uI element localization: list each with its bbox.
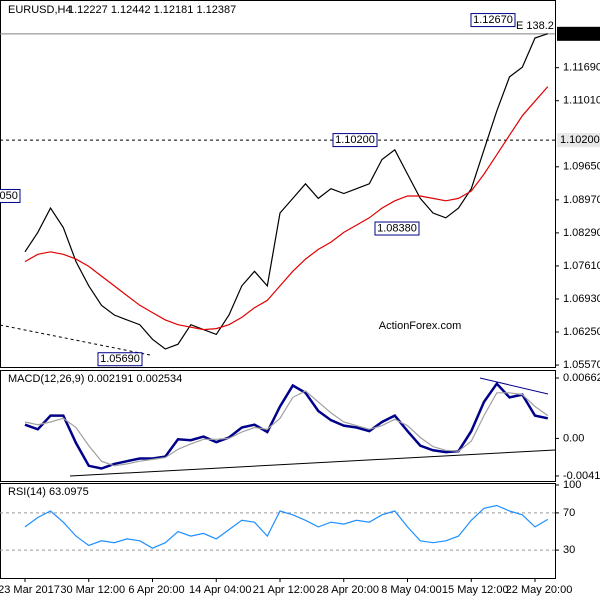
x-tick-label: 14 Apr 04:00 [189,584,251,596]
y-tick-label: 1.09650 [563,161,600,173]
annotation-label: 1.05690 [100,353,140,365]
y-tick-label: 1.05570 [563,359,600,371]
annotation-box [470,13,516,28]
annotation-label: 1.09050 [0,190,18,202]
y-tick-label: 1.08290 [563,227,600,239]
rsi-frame [0,483,556,579]
annotation-box [374,221,420,236]
y-tick-label: 1.11010 [563,95,600,107]
panel-title: EURUSD,H4 [8,4,72,16]
series-line [24,33,548,350]
trend-line [479,377,549,395]
price-label: 1.12387 [560,28,600,40]
level-label-box [557,133,600,148]
watermark: ActionForex.com [379,320,462,332]
level-label: 1.10200 [560,134,600,146]
y-tick-label: 1.07610 [563,260,600,272]
x-tick-label: 21 Apr 12:00 [253,584,315,596]
panel-title: MACD(12,26,9) 0.002191 0.002534 [8,373,182,385]
series-line [24,86,549,331]
y-tick-label: 1.08970 [563,194,600,206]
trend-line [0,324,151,356]
y-tick-label: 0.006624 [563,372,600,384]
x-tick-label: 23 Mar 2017 [0,584,60,596]
y-tick-label: 1.11690 [563,62,600,74]
annotation-box [97,352,143,367]
series-line [24,504,549,549]
y-tick-label: 30 [563,544,575,556]
trend-line [69,449,556,477]
annotation-box [0,188,21,203]
x-tick-label: 28 Apr 20:00 [317,584,379,596]
y-tick-label: 100 [563,479,581,491]
x-tick-label: 30 Mar 12:00 [60,584,125,596]
fib-label: E 138.2 [516,20,554,32]
annotation-label: 1.10200 [335,134,375,146]
y-tick-label: 1.06250 [563,326,600,338]
series-line [24,390,549,467]
annotation-label: 1.12670 [473,14,513,26]
x-tick-label: 8 May 04:00 [381,584,442,596]
y-tick-label: 1.06930 [563,293,600,305]
x-tick-label: 6 Apr 20:00 [128,584,184,596]
y-tick-label: -0.004116 [563,470,600,482]
price-label-box [557,26,600,41]
price-frame [0,0,556,368]
annotation-label: 1.08380 [377,222,417,234]
annotation-box [332,133,378,148]
x-tick-label: 15 May 12:00 [442,584,509,596]
y-tick-label: 70 [563,507,575,519]
y-tick-label: 0.00 [563,432,584,444]
panel-subtitle: 1.12227 1.12442 1.12181 1.12387 [68,4,236,16]
x-tick-label: 22 May 20:00 [506,584,573,596]
panel-title: RSI(14) 63.0975 [8,486,89,498]
macd-frame [0,370,556,482]
